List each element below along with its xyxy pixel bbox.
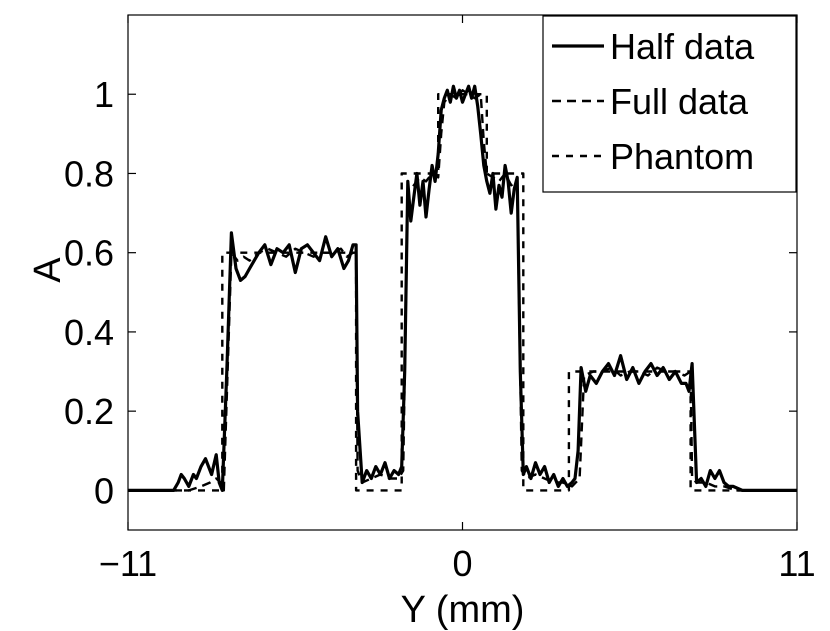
y-axis-label: A: [27, 257, 69, 283]
legend-entry-full-data: Full data: [610, 81, 749, 122]
series-line-full-data: [128, 89, 797, 492]
x-axis-label: Y (mm): [401, 589, 525, 631]
x-tick-label: 11: [778, 543, 815, 584]
y-tick-label: 0.8: [64, 153, 114, 194]
y-tick-label: 1: [94, 74, 114, 115]
legend: Half data Full data Phantom: [542, 15, 797, 193]
y-tick-label: 0.6: [64, 233, 114, 274]
y-tick-label: 0.4: [64, 312, 114, 353]
y-tick-label: 0.2: [64, 391, 114, 432]
plot-lines: [128, 84, 797, 492]
series-line-phantom: [128, 92, 797, 492]
x-tick-label: 0: [452, 543, 472, 584]
x-tick-label: −11: [99, 543, 157, 584]
legend-entry-half-data: Half data: [610, 26, 755, 67]
y-tick-label: 0: [94, 470, 114, 511]
legend-entry-phantom: Phantom: [610, 136, 754, 177]
axis-ticks: −11 0 11 0 0.2 0.4 0.6 0.8 1: [64, 15, 816, 584]
